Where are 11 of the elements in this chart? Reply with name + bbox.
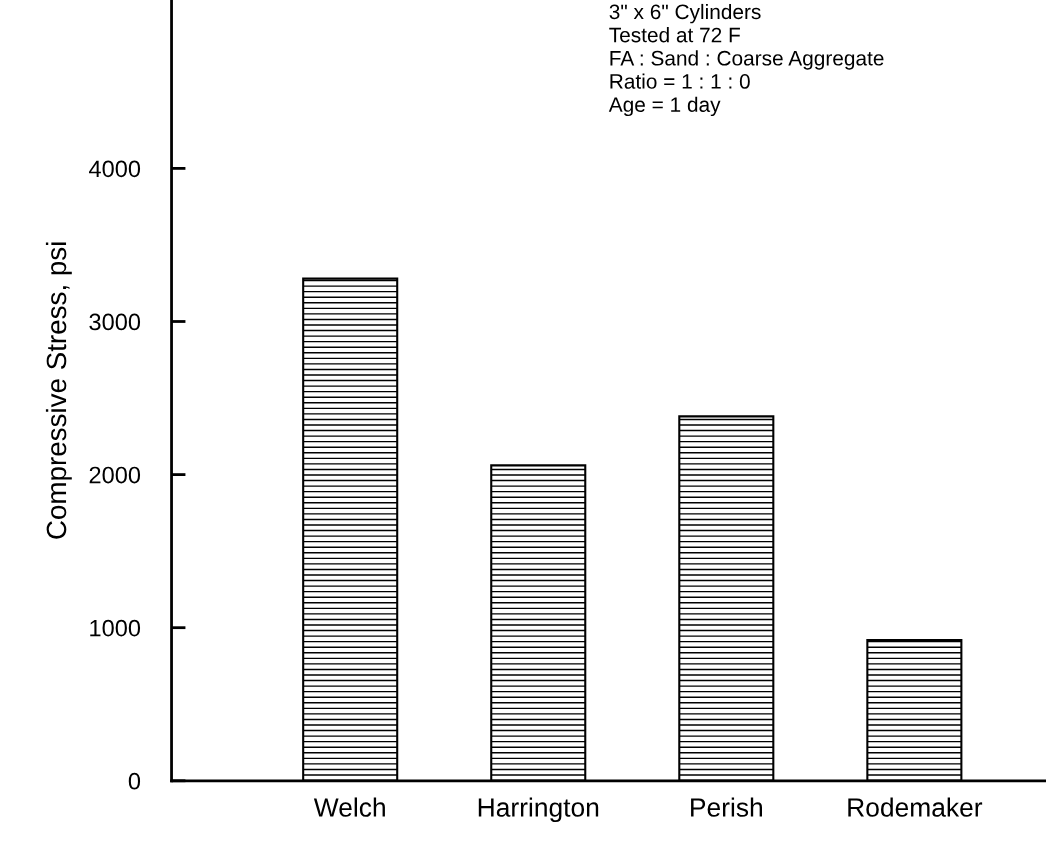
y-axis-title: Compressive Stress, psi bbox=[45, 242, 72, 539]
y-tick-label: 3000 bbox=[89, 313, 141, 331]
x-tick-label: Perish bbox=[691, 797, 762, 817]
x-tick-label: Welch bbox=[313, 797, 385, 817]
y-tick-label: 4000 bbox=[89, 160, 141, 178]
y-tick-label: 1000 bbox=[90, 619, 141, 637]
y-tick-label: 2000 bbox=[89, 466, 141, 484]
x-tick-label: Rodemaker bbox=[848, 797, 983, 817]
annotation: 3" x 6" Cylinders Tested at 72 F FA : Sand : Coarse Aggregate Ratio = 1 : 1 : 0 Age = 1 day bbox=[608, 3, 884, 117]
x-tick-label: Harrington bbox=[478, 797, 599, 823]
y-tick-label: 0 bbox=[128, 772, 141, 790]
